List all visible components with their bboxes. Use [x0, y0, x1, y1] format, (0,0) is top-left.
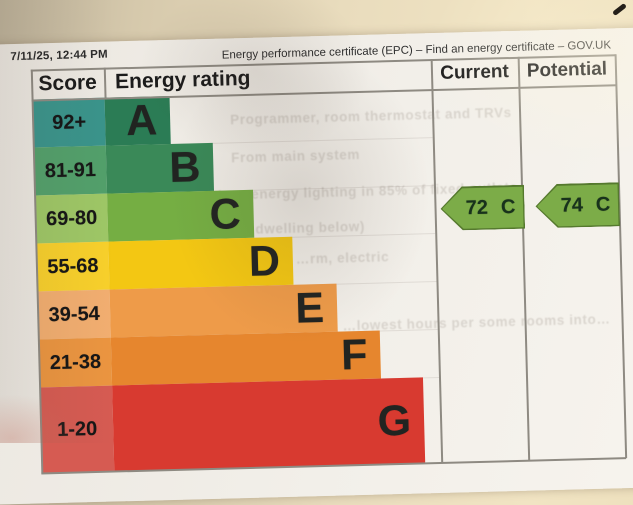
rating-band-row-g: 1-20 G: [40, 377, 441, 474]
score-range-cell: 81-91: [33, 145, 108, 196]
rating-bar-d: D: [108, 236, 294, 290]
current-rating-letter: C: [500, 195, 516, 218]
epc-rating-table: Score Energy rating Current Potential 92…: [30, 54, 627, 474]
current-potential-divider: [517, 56, 530, 461]
rating-bar-a: A: [104, 95, 171, 146]
current-rating-value: 72: [465, 196, 489, 219]
potential-rating-arrow: 74 C: [535, 182, 620, 228]
rating-bar-b: B: [105, 142, 215, 194]
rating-bar-g: G: [112, 377, 426, 472]
print-timestamp: 7/11/25, 12:44 PM: [10, 48, 108, 64]
score-range-cell: 21-38: [38, 337, 113, 388]
score-range-cell: 55-68: [36, 241, 110, 292]
rating-letter: C: [208, 189, 242, 239]
rating-letter: G: [377, 396, 412, 446]
rating-letter: F: [340, 330, 368, 380]
column-header-score: Score: [38, 70, 98, 96]
rating-letter: B: [168, 142, 202, 192]
current-rating-arrow: 72 C: [440, 185, 525, 231]
table-border-right: [614, 54, 627, 459]
rating-letter: A: [125, 95, 158, 145]
rating-letter: D: [248, 236, 281, 286]
column-header-current: Current: [439, 61, 510, 84]
printed-page: 7/11/25, 12:44 PM Energy performance cer…: [0, 26, 633, 505]
pen-mark: [612, 2, 627, 17]
score-range-cell: 39-54: [37, 289, 111, 340]
column-header-potential: Potential: [526, 58, 608, 82]
rating-letter: E: [294, 283, 325, 333]
potential-rating-letter: C: [595, 192, 611, 216]
rating-bar-f: F: [110, 330, 381, 386]
score-range-cell: 69-80: [35, 193, 109, 244]
score-range-cell: 1-20: [40, 385, 115, 474]
rating-bar-c: C: [107, 189, 255, 242]
potential-rating-value: 74: [560, 193, 584, 217]
rating-bar-e: E: [109, 283, 338, 338]
score-range-cell: 92+: [32, 97, 106, 148]
